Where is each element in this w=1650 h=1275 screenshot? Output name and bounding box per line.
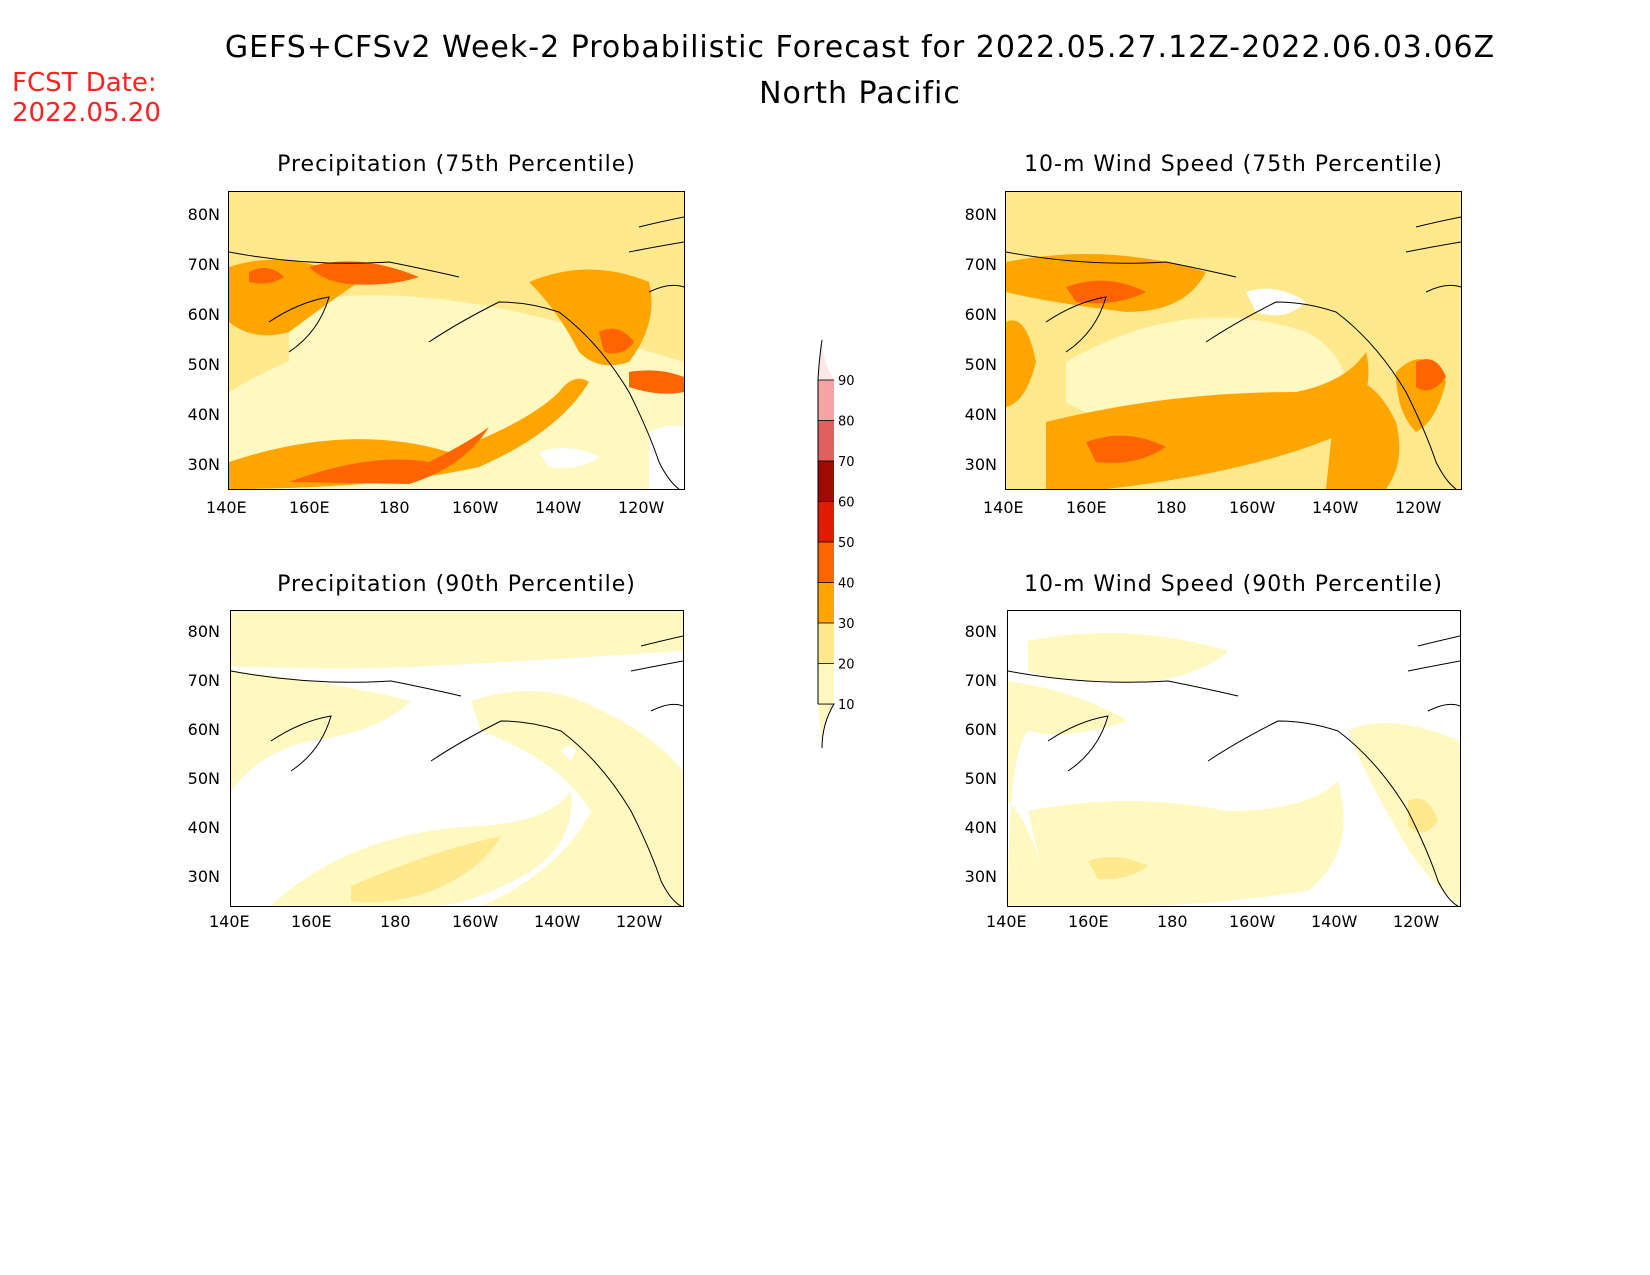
lat-axis-wind90: 80N 70N 60N 50N 40N 30N: [957, 622, 997, 902]
lon-tick: 140W: [535, 498, 582, 517]
lon-tick: 120W: [1393, 912, 1440, 931]
lat-tick: 60N: [964, 720, 997, 739]
colorbar-label: 90: [838, 374, 855, 389]
lat-tick: 80N: [964, 205, 997, 224]
lon-tick: 140E: [209, 912, 250, 931]
map-svg-precip75: [229, 192, 684, 489]
lat-tick: 60N: [964, 305, 997, 324]
lat-tick: 40N: [187, 405, 220, 424]
region-title: North Pacific: [759, 76, 961, 111]
lat-tick: 40N: [964, 818, 997, 837]
lon-tick: 180: [380, 912, 411, 931]
main-title: GEFS+CFSv2 Week-2 Probabilistic Forecast…: [224, 30, 1496, 65]
lat-tick: 80N: [964, 622, 997, 641]
lon-tick: 160W: [1229, 498, 1276, 517]
lat-tick: 70N: [964, 255, 997, 274]
lon-tick: 160W: [452, 498, 499, 517]
lon-axis-wind75: 140E 160E 180 160W 140W 120W: [983, 498, 1463, 518]
colorbar-label: 30: [838, 617, 855, 632]
lat-tick: 40N: [187, 818, 220, 837]
lat-tick: 70N: [187, 671, 220, 690]
colorbar-label: 70: [838, 455, 855, 470]
lon-tick: 160E: [289, 498, 330, 517]
colorbar-svg: 10 20 30 40 50 60 70 80 90: [817, 339, 855, 749]
colorbar-segment: [818, 542, 834, 583]
lon-axis-precip90: 140E 160E 180 160W 140W 120W: [209, 912, 689, 932]
lat-tick: 80N: [187, 622, 220, 641]
lon-tick: 180: [1156, 498, 1187, 517]
map-panel-precip75: [228, 191, 685, 490]
panel-title-precip90: Precipitation (90th Percentile): [277, 572, 636, 597]
map-svg-precip90: [231, 611, 683, 906]
lon-tick: 180: [379, 498, 410, 517]
lon-tick: 140E: [986, 912, 1027, 931]
lon-tick: 120W: [618, 498, 665, 517]
lon-tick: 140W: [1312, 498, 1359, 517]
colorbar-segment: [818, 663, 834, 704]
colorbar: 10 20 30 40 50 60 70 80 90: [812, 338, 882, 749]
panel-title-wind90: 10-m Wind Speed (90th Percentile): [1024, 572, 1443, 597]
lat-tick: 50N: [187, 769, 220, 788]
colorbar-segment: [818, 501, 834, 542]
lat-tick: 30N: [187, 455, 220, 474]
lon-tick: 120W: [1395, 498, 1442, 517]
lat-tick: 60N: [187, 720, 220, 739]
lat-tick: 50N: [964, 769, 997, 788]
colorbar-label: 40: [838, 577, 855, 592]
lon-tick: 160E: [1066, 498, 1107, 517]
colorbar-label: 20: [838, 658, 855, 673]
colorbar-label: 50: [838, 536, 855, 551]
lon-tick: 160W: [1229, 912, 1276, 931]
lon-axis-precip75: 140E 160E 180 160W 140W 120W: [206, 498, 686, 518]
lat-axis-precip90: 80N 70N 60N 50N 40N 30N: [180, 622, 220, 902]
lon-tick: 140E: [983, 498, 1024, 517]
lat-axis-wind75: 80N 70N 60N 50N 40N 30N: [957, 205, 997, 485]
colorbar-tail-bottom: [818, 703, 835, 749]
lat-tick: 80N: [187, 205, 220, 224]
colorbar-label: 60: [838, 496, 855, 511]
panel-title-precip75: Precipitation (75th Percentile): [277, 152, 636, 177]
map-svg-wind90: [1008, 611, 1460, 906]
map-svg-wind75: [1006, 192, 1461, 489]
lat-axis-precip75: 80N 70N 60N 50N 40N 30N: [180, 205, 220, 485]
colorbar-segment: [818, 623, 834, 664]
lon-tick: 120W: [616, 912, 663, 931]
map-panel-precip90: [230, 610, 684, 907]
lat-tick: 70N: [964, 671, 997, 690]
lon-tick: 160E: [291, 912, 332, 931]
lat-tick: 50N: [187, 355, 220, 374]
lat-tick: 70N: [187, 255, 220, 274]
lon-tick: 140E: [206, 498, 247, 517]
map-panel-wind90: [1007, 610, 1461, 907]
lat-tick: 30N: [964, 867, 997, 886]
colorbar-segment: [818, 582, 834, 623]
lon-tick: 180: [1157, 912, 1188, 931]
map-panel-wind75: [1005, 191, 1462, 490]
lat-tick: 60N: [187, 305, 220, 324]
lon-tick: 160E: [1068, 912, 1109, 931]
lat-tick: 30N: [187, 867, 220, 886]
colorbar-segment: [818, 380, 834, 421]
lon-tick: 140W: [534, 912, 581, 931]
lat-tick: 50N: [964, 355, 997, 374]
panel-title-wind75: 10-m Wind Speed (75th Percentile): [1024, 152, 1443, 177]
lon-axis-wind90: 140E 160E 180 160W 140W 120W: [986, 912, 1466, 932]
lat-tick: 40N: [964, 405, 997, 424]
lon-tick: 160W: [452, 912, 499, 931]
colorbar-segment: [818, 420, 834, 461]
fcst-date-label: FCST Date:: [12, 68, 157, 98]
colorbar-label: 80: [838, 415, 855, 430]
colorbar-segment: [818, 461, 834, 502]
fcst-date-value: 2022.05.20: [12, 98, 161, 128]
lat-tick: 30N: [964, 455, 997, 474]
colorbar-tail-top: [818, 340, 834, 380]
lon-tick: 140W: [1311, 912, 1358, 931]
colorbar-label: 10: [838, 698, 855, 713]
